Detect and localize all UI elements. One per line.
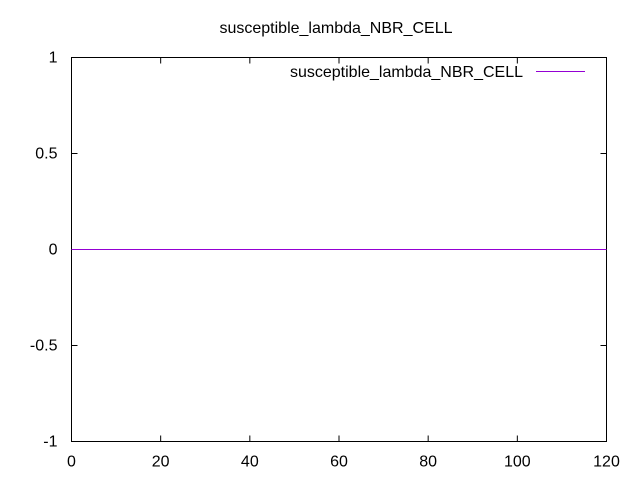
x-tick-label: 120 <box>593 454 620 471</box>
x-tick-label: 20 <box>152 454 170 471</box>
y-tick-label: 1 <box>49 50 58 67</box>
x-tick-label: 60 <box>330 454 348 471</box>
x-tick-label: 100 <box>504 454 531 471</box>
x-tick-label: 0 <box>67 454 76 471</box>
y-tick-label: -1 <box>43 434 57 451</box>
legend: susceptible_lambda_NBR_CELL <box>290 64 585 81</box>
y-tick-label: 0 <box>49 242 58 259</box>
x-tick-label: 40 <box>241 454 259 471</box>
chart-title: susceptible_lambda_NBR_CELL <box>219 20 452 37</box>
x-tick-label: 80 <box>419 454 437 471</box>
y-tick-label: -0.5 <box>30 338 58 355</box>
x-axis: 0 20 40 60 80 100 120 <box>67 57 620 471</box>
legend-label: susceptible_lambda_NBR_CELL <box>290 64 523 81</box>
y-tick-label: 0.5 <box>35 146 57 163</box>
